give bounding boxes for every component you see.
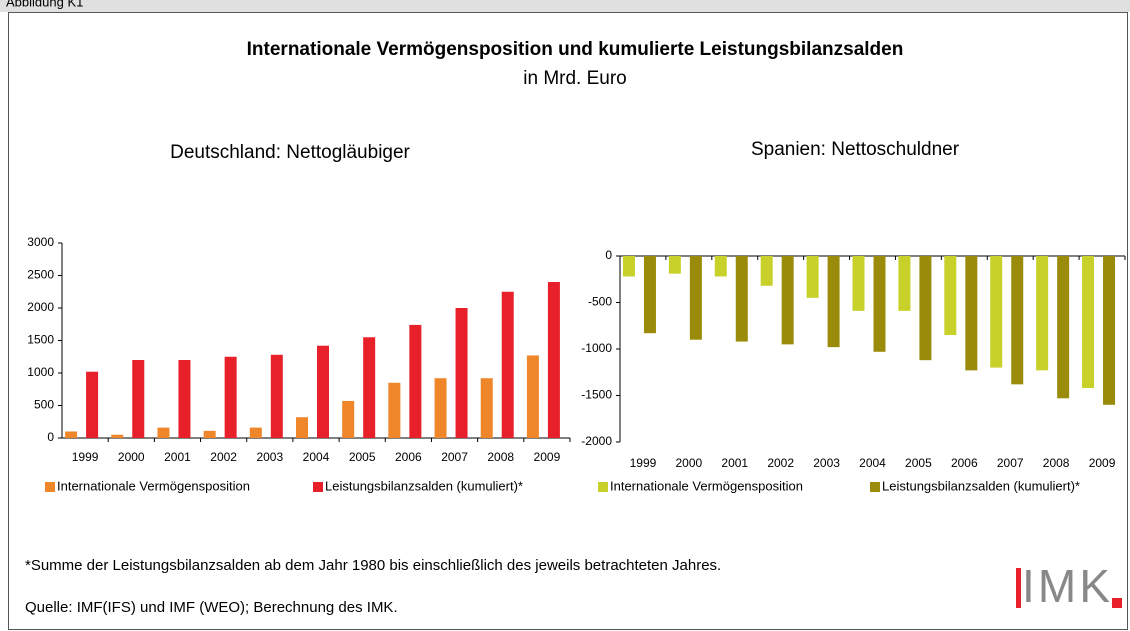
x-tick-label: 2009 — [534, 450, 561, 464]
x-tick-label: 2008 — [1043, 456, 1070, 470]
y-tick-label: -2000 — [581, 434, 612, 448]
legend-swatch — [870, 482, 880, 492]
y-tick-label: 1000 — [27, 365, 54, 379]
bar — [990, 256, 1003, 368]
legend-swatch — [313, 482, 323, 492]
legend-label: Leistungsbilanzsalden (kumuliert)* — [882, 478, 1080, 493]
x-tick-label: 2004 — [303, 450, 330, 464]
x-tick-label: 2006 — [951, 456, 978, 470]
logo-bar — [1016, 568, 1021, 608]
bar — [270, 354, 283, 438]
bar — [643, 256, 656, 334]
y-tick-label: 0 — [605, 248, 612, 262]
y-tick-label: 1500 — [27, 333, 54, 347]
bar — [363, 337, 376, 438]
bar — [827, 256, 840, 348]
bar — [760, 256, 773, 286]
bar — [111, 434, 124, 438]
frame — [8, 12, 1128, 630]
y-tick-label: 2000 — [27, 300, 54, 314]
bar — [157, 427, 170, 438]
title: Internationale Vermögensposition und kum… — [247, 39, 904, 60]
bar — [434, 378, 447, 438]
bar — [1011, 256, 1024, 385]
bar — [342, 400, 355, 438]
bar — [1103, 256, 1116, 405]
bar — [203, 430, 216, 438]
bar — [317, 345, 329, 438]
bar — [65, 431, 78, 438]
y-tick-label: 2500 — [27, 268, 54, 282]
bar — [689, 256, 702, 340]
legend-swatch — [598, 482, 608, 492]
y-tick-label: -1500 — [581, 388, 612, 402]
bar — [526, 355, 539, 438]
bar — [944, 256, 957, 336]
bar — [898, 256, 911, 311]
bar — [409, 324, 422, 438]
chart-title: Deutschland: Nettogläubiger — [170, 142, 410, 163]
bar — [296, 417, 308, 438]
logo-square — [1112, 598, 1122, 608]
bar — [132, 360, 145, 438]
bar — [1036, 256, 1049, 371]
x-tick-label: 2007 — [441, 450, 468, 464]
legend-label: Internationale Vermögensposition — [610, 478, 803, 493]
footnote: *Summe der Leistungsbilanzsalden ab dem … — [25, 557, 721, 574]
x-tick-label: 1999 — [72, 450, 99, 464]
bar — [781, 256, 794, 345]
x-tick-label: 2006 — [395, 450, 422, 464]
subtitle: in Mrd. Euro — [523, 68, 626, 89]
x-tick-label: 2009 — [1089, 456, 1116, 470]
bar — [388, 382, 401, 438]
header-bar — [0, 0, 1130, 12]
y-tick-label: 3000 — [27, 235, 54, 249]
x-tick-label: 2001 — [721, 456, 748, 470]
bar — [547, 282, 560, 438]
x-tick-label: 2002 — [210, 450, 237, 464]
bar — [806, 256, 819, 298]
bar — [965, 256, 978, 371]
x-tick-label: 2003 — [813, 456, 840, 470]
y-tick-label: -500 — [588, 295, 612, 309]
y-tick-label: 0 — [47, 430, 54, 444]
x-tick-label: 2005 — [349, 450, 376, 464]
chart-title: Spanien: Nettoschuldner — [751, 139, 960, 160]
bar — [1057, 256, 1070, 399]
y-tick-label: 500 — [34, 398, 54, 412]
bar — [919, 256, 932, 361]
x-tick-label: 1999 — [630, 456, 657, 470]
figure-label: Abbildung K1 — [6, 0, 83, 9]
bar — [1082, 256, 1095, 389]
x-tick-label: 2005 — [905, 456, 932, 470]
bar — [86, 371, 99, 438]
bar — [455, 308, 468, 438]
x-tick-label: 2000 — [676, 456, 703, 470]
x-tick-label: 2001 — [164, 450, 191, 464]
bar — [735, 256, 748, 342]
y-tick-label: -1000 — [581, 341, 612, 355]
bar — [714, 256, 727, 277]
source: Quelle: IMF(IFS) und IMF (WEO); Berechnu… — [25, 599, 398, 616]
x-tick-label: 2000 — [118, 450, 145, 464]
legend-swatch — [45, 482, 55, 492]
bar — [668, 256, 681, 274]
bar — [873, 256, 886, 352]
bar — [622, 256, 635, 277]
bar — [480, 378, 493, 438]
x-tick-label: 2004 — [859, 456, 886, 470]
x-tick-label: 2002 — [767, 456, 794, 470]
x-tick-label: 2003 — [256, 450, 283, 464]
bar — [852, 256, 865, 311]
bar — [249, 427, 262, 438]
bar — [178, 360, 191, 438]
bar — [224, 356, 237, 438]
legend-label: Leistungsbilanzsalden (kumuliert)* — [325, 478, 523, 493]
x-tick-label: 2008 — [487, 450, 514, 464]
legend-label: Internationale Vermögensposition — [57, 478, 250, 493]
bar — [501, 291, 514, 438]
x-tick-label: 2007 — [997, 456, 1024, 470]
